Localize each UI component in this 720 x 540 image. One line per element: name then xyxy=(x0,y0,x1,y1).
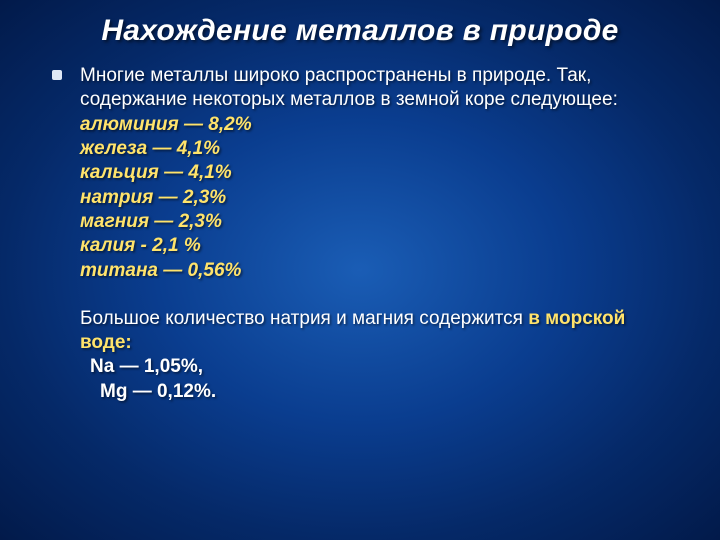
sea-mg: Mg — 0,12%. xyxy=(90,380,680,404)
metal-item: алюминия — 8,2% xyxy=(80,113,680,137)
sea-na: Na — 1,05%, xyxy=(90,355,680,379)
slide: Нахождение металлов в природе Многие мет… xyxy=(0,0,720,540)
slide-body: Многие металлы широко распространены в п… xyxy=(0,58,720,404)
metal-item: натрия — 2,3% xyxy=(80,186,680,210)
intro-text: Многие металлы широко распространены в п… xyxy=(80,64,680,113)
metal-item: магния — 2,3% xyxy=(80,210,680,234)
metal-item: титана — 0,56% xyxy=(80,259,680,283)
bullet-icon xyxy=(52,70,62,80)
metal-item: кальция — 4,1% xyxy=(80,161,680,185)
sea-intro-text: Большое количество натрия и магния содер… xyxy=(80,308,528,329)
metal-item: железа — 4,1% xyxy=(80,137,680,161)
metals-list: алюминия — 8,2% железа — 4,1% кальция — … xyxy=(80,113,680,283)
sea-values: Na — 1,05%, Mg — 0,12%. xyxy=(80,355,680,404)
metal-item: калия - 2,1 % xyxy=(80,234,680,258)
slide-title: Нахождение металлов в природе xyxy=(0,0,720,58)
sea-paragraph: Большое количество натрия и магния содер… xyxy=(80,307,680,356)
